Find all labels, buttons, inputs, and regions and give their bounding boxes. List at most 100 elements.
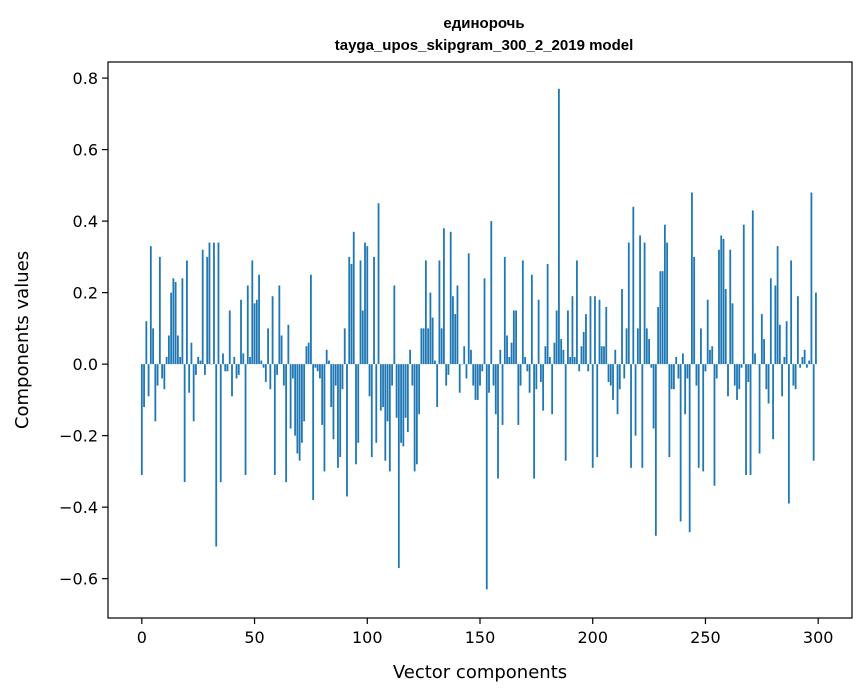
bar-94 xyxy=(352,231,355,365)
bar-82 xyxy=(325,349,328,365)
bar-237 xyxy=(675,356,678,365)
bar-78 xyxy=(316,364,319,372)
bar-155 xyxy=(490,221,493,365)
bar-101 xyxy=(368,364,371,397)
bar-235 xyxy=(670,364,673,390)
bar-276 xyxy=(763,339,765,365)
bar-119 xyxy=(409,349,412,365)
bar-128 xyxy=(429,292,432,365)
bar-226 xyxy=(650,364,653,368)
bar-98 xyxy=(361,310,364,365)
bar-299 xyxy=(815,292,817,365)
bar-234 xyxy=(668,364,671,458)
bar-197 xyxy=(585,314,587,365)
bar-15 xyxy=(174,281,177,365)
bar-3 xyxy=(147,364,150,397)
bar-295 xyxy=(806,364,808,368)
bar-254 xyxy=(713,364,716,486)
bar-264 xyxy=(736,364,738,400)
bar-73 xyxy=(305,346,308,365)
bar-135 xyxy=(445,364,448,386)
bar-191 xyxy=(571,296,574,365)
bar-41 xyxy=(233,356,236,365)
y-tick-label: −0.4 xyxy=(59,498,98,517)
bar-200 xyxy=(591,364,594,468)
bar-133 xyxy=(440,328,443,365)
bar-100 xyxy=(366,246,369,365)
bar-64 xyxy=(285,364,288,483)
bar-150 xyxy=(479,364,481,386)
bar-8 xyxy=(158,256,161,365)
bar-257 xyxy=(720,235,723,365)
bar-45 xyxy=(242,353,245,365)
bar-216 xyxy=(627,242,630,365)
bar-291 xyxy=(796,296,799,365)
bar-21 xyxy=(188,364,191,393)
bar-194 xyxy=(578,364,581,372)
bar-183 xyxy=(553,342,556,365)
bar-1 xyxy=(143,364,145,408)
bar-13 xyxy=(170,292,173,365)
bar-106 xyxy=(379,364,382,411)
bar-92 xyxy=(348,256,351,365)
bar-285 xyxy=(783,356,786,365)
bar-240 xyxy=(682,353,684,365)
bar-113 xyxy=(395,364,398,418)
bar-193 xyxy=(576,260,578,365)
bar-294 xyxy=(803,349,806,365)
bar-88 xyxy=(339,364,342,458)
bar-177 xyxy=(539,364,542,383)
bar-153 xyxy=(485,364,488,590)
bar-141 xyxy=(458,364,461,393)
bar-259 xyxy=(724,289,727,365)
bar-165 xyxy=(512,310,515,365)
bar-123 xyxy=(418,364,421,415)
x-tick-label: 50 xyxy=(244,628,264,647)
bar-130 xyxy=(434,360,436,365)
bar-160 xyxy=(501,364,504,425)
bar-131 xyxy=(436,364,439,408)
bar-204 xyxy=(600,346,603,365)
bar-184 xyxy=(555,310,558,365)
bar-36 xyxy=(222,353,224,365)
bar-121 xyxy=(413,364,416,472)
bar-162 xyxy=(506,335,508,365)
bar-43 xyxy=(237,364,240,375)
bar-9 xyxy=(161,364,164,379)
bar-54 xyxy=(262,364,265,368)
bar-212 xyxy=(618,364,621,390)
bar-143 xyxy=(463,346,466,365)
bar-207 xyxy=(607,364,610,383)
y-tick-label: −0.6 xyxy=(59,570,98,589)
bar-35 xyxy=(219,364,222,483)
bar-271 xyxy=(751,210,754,365)
bar-89 xyxy=(341,364,344,390)
bar-47 xyxy=(246,285,249,365)
bar-29 xyxy=(206,256,209,365)
bar-215 xyxy=(625,328,628,365)
x-tick-label: 150 xyxy=(465,628,496,647)
bar-26 xyxy=(199,360,202,365)
x-axis-ticks: 0 50 100 150 200 250 300 xyxy=(137,618,833,647)
bar-252 xyxy=(709,349,711,365)
bar-282 xyxy=(776,246,779,365)
y-tick-label: −0.2 xyxy=(59,427,98,446)
bar-230 xyxy=(659,271,662,365)
bar-67 xyxy=(291,364,294,379)
bar-220 xyxy=(636,328,639,365)
bar-277 xyxy=(765,364,768,390)
bar-293 xyxy=(801,356,804,365)
bar-261 xyxy=(729,249,732,365)
bar-158 xyxy=(497,364,499,479)
plot-frame xyxy=(107,61,853,619)
bar-129 xyxy=(431,317,434,365)
bar-233 xyxy=(666,242,669,365)
bar-164 xyxy=(510,342,513,365)
chart-title-line-1: единорочь xyxy=(443,15,524,32)
bar-72 xyxy=(303,364,306,422)
bar-96 xyxy=(357,364,360,443)
bar-174 xyxy=(533,364,536,479)
bar-53 xyxy=(260,360,263,365)
bar-280 xyxy=(772,364,774,440)
bar-77 xyxy=(314,364,317,368)
